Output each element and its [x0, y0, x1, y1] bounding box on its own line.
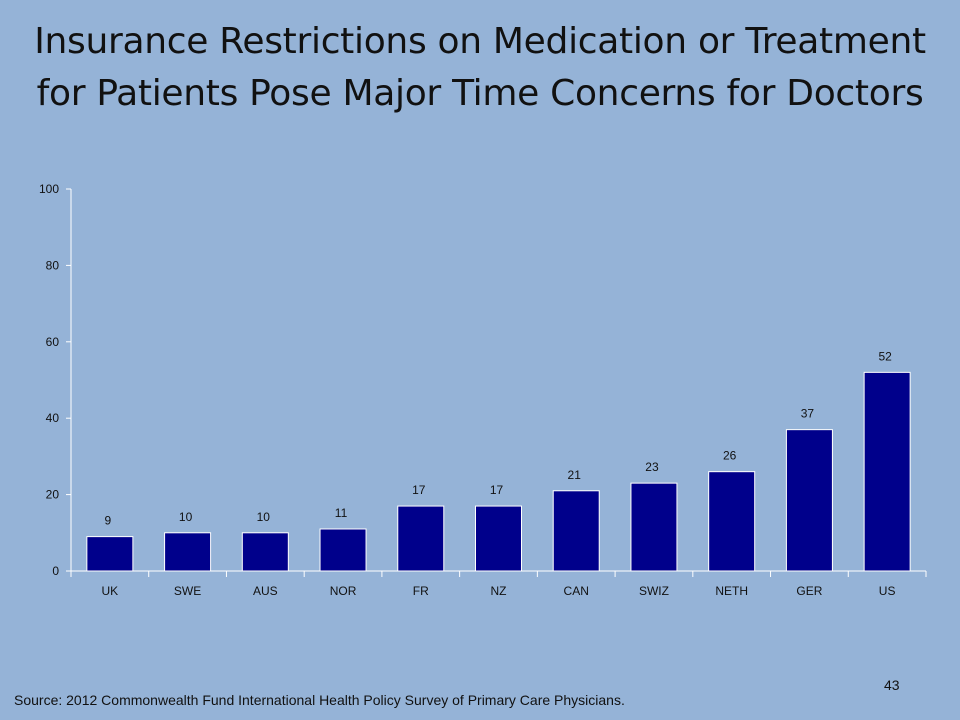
data-label-can: 21: [568, 468, 582, 482]
slide-title: Insurance Restrictions on Medication or …: [0, 16, 960, 120]
slide-title-line-1: Insurance Restrictions on Medication or …: [34, 21, 926, 62]
category-label-swe: SWE: [174, 584, 201, 598]
bar-neth: [708, 471, 756, 572]
page-number: 43: [884, 677, 900, 693]
y-tick-label: 80: [46, 258, 60, 272]
bar-ger: [785, 429, 833, 572]
bar-swiz: [630, 482, 678, 572]
data-label-swiz: 23: [645, 460, 659, 474]
bar-uk: [86, 536, 134, 572]
data-label-swe: 10: [179, 510, 193, 524]
category-label-aus: AUS: [253, 584, 278, 598]
data-label-nz: 17: [490, 483, 504, 497]
data-label-neth: 26: [723, 449, 737, 463]
data-label-nor: 11: [335, 506, 348, 520]
category-label-swiz: SWIZ: [639, 584, 669, 598]
category-label-uk: UK: [102, 584, 119, 598]
data-label-fr: 17: [412, 483, 426, 497]
bar-aus: [241, 532, 289, 572]
source-note: Source: 2012 Commonwealth Fund Internati…: [14, 692, 625, 708]
category-label-us: US: [879, 584, 896, 598]
y-tick-label: 60: [46, 335, 60, 349]
y-tick-label: 40: [46, 411, 60, 425]
category-label-nor: NOR: [330, 584, 357, 598]
bar-swe: [164, 532, 212, 572]
data-label-uk: 9: [105, 514, 112, 528]
category-label-ger: GER: [796, 584, 822, 598]
category-label-nz: NZ: [491, 584, 507, 598]
y-tick-label: 100: [39, 182, 59, 196]
slide-title-line-2: for Patients Pose Major Time Concerns fo…: [36, 73, 924, 114]
y-tick-label: 20: [46, 488, 60, 502]
data-label-ger: 37: [801, 407, 815, 421]
bar-can: [552, 490, 600, 572]
category-label-neth: NETH: [715, 584, 748, 598]
data-label-aus: 10: [257, 510, 271, 524]
bar-nor: [319, 528, 367, 572]
bar-us: [863, 371, 911, 572]
category-label-fr: FR: [413, 584, 429, 598]
data-label-us: 52: [878, 349, 892, 363]
bar-fr: [397, 505, 445, 572]
category-label-can: CAN: [564, 584, 589, 598]
y-tick-label: 0: [52, 564, 59, 578]
bar-nz: [475, 505, 522, 572]
